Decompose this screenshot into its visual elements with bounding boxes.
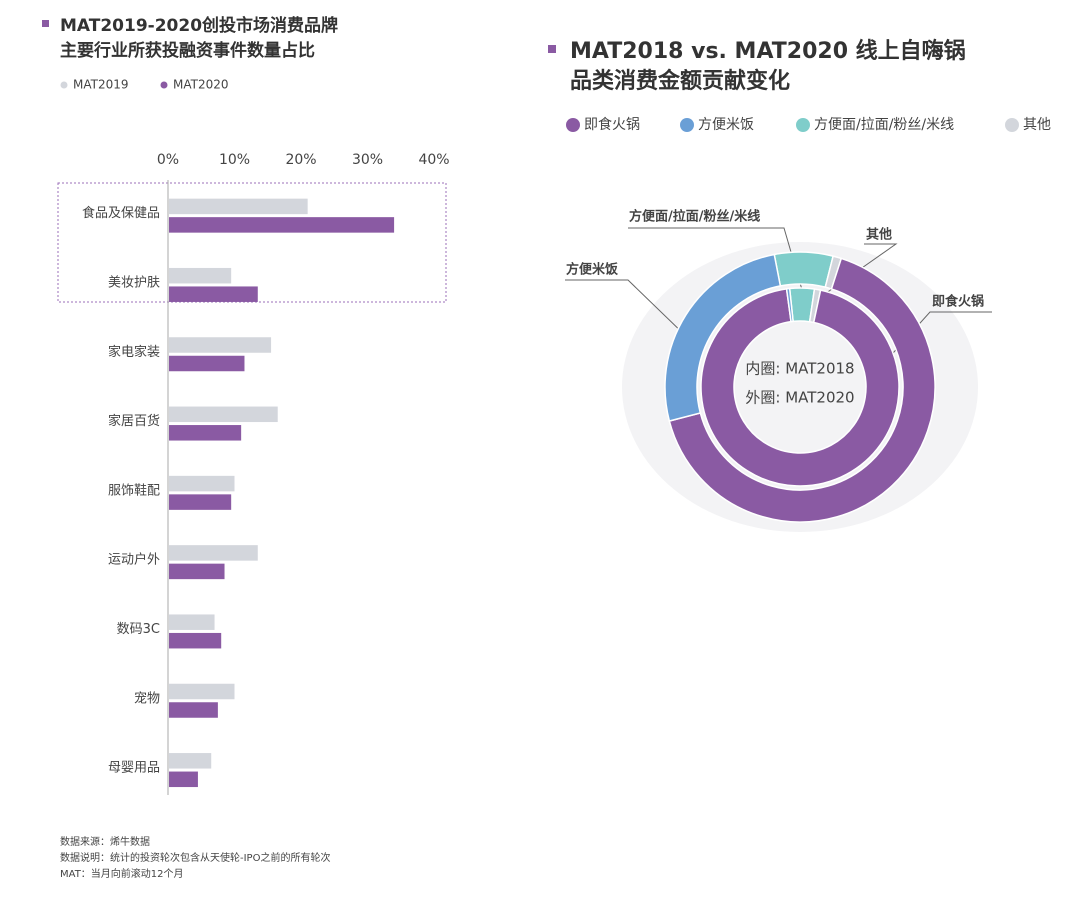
y-tick-label: 数码3C: [117, 622, 160, 637]
bar: [169, 355, 245, 372]
donut-segment: [700, 288, 900, 487]
highlight-box: [57, 182, 447, 303]
bar: [169, 494, 232, 510]
bar: [169, 475, 235, 492]
bar: [169, 198, 308, 215]
callout-label: 其他: [866, 227, 892, 243]
y-tick-label: 食品及保健品: [82, 205, 160, 221]
bar: [169, 683, 235, 700]
chart-title: MAT2018 vs. MAT2020 线上自嗨锅: [570, 38, 966, 64]
chart-title: 主要行业所获投融资事件数量占比: [60, 40, 315, 61]
y-tick-label: 家电家装: [108, 344, 160, 360]
legend-swatch: [160, 81, 168, 89]
bar: [169, 267, 232, 284]
y-tick-label: 美妆护肤: [108, 275, 160, 290]
y-tick-label: 母婴用品: [108, 761, 160, 776]
bar: [169, 771, 198, 788]
legend-label: MAT2020: [173, 78, 229, 92]
x-tick-label: 30%: [352, 152, 383, 168]
donut-segment: [664, 253, 782, 422]
callout-label: 方便米饭: [566, 262, 618, 278]
legend-swatch: [566, 118, 580, 132]
y-tick-label: 宠物: [134, 690, 160, 706]
bar: [169, 425, 242, 441]
bar: [169, 632, 222, 649]
donut-segment: [668, 257, 936, 523]
chart-title: 品类消费金额贡献变化: [570, 68, 790, 94]
ring-label: 外圈: MAT2020: [745, 389, 854, 407]
bar: [169, 217, 395, 233]
callout-label: 即食火锅: [932, 294, 984, 310]
bar: [169, 702, 218, 718]
legend-swatch: [796, 118, 810, 132]
legend-label: 其他: [1023, 117, 1051, 133]
note: 数据说明：统计的投资轮次包含从天使轮-IPO之前的所有轮次: [60, 851, 330, 864]
y-tick-label: 运动户外: [108, 552, 160, 568]
y-tick-label: 家居百货: [108, 413, 160, 429]
donut-segment: [773, 251, 835, 289]
bar: [169, 753, 212, 769]
x-tick-label: 40%: [418, 152, 449, 168]
legend-swatch: [1005, 118, 1019, 132]
x-tick-label: 10%: [219, 152, 250, 168]
x-tick-label: 20%: [285, 152, 316, 168]
legend-label: 即食火锅: [584, 116, 640, 133]
title-marker: [548, 45, 556, 53]
legend-swatch: [60, 81, 68, 89]
bar: [169, 406, 278, 423]
bar: [169, 545, 258, 561]
bar: [169, 614, 215, 630]
legend-swatch: [680, 118, 694, 132]
note: 数据来源：烯牛数据: [60, 835, 150, 848]
legend-label: MAT2019: [73, 78, 129, 92]
legend-label: 方便面/拉面/粉丝/米线: [814, 117, 954, 133]
bar: [169, 563, 225, 580]
legend-label: 方便米饭: [698, 117, 754, 133]
callout-label: 方便面/拉面/粉丝/米线: [629, 209, 760, 225]
donut-segment: [785, 287, 794, 323]
y-tick-label: 服饰鞋配: [108, 482, 160, 498]
x-tick-label: 0%: [157, 152, 179, 168]
bar: [169, 286, 258, 302]
ring-label: 内圈: MAT2018: [745, 360, 854, 378]
chart-title: MAT2019-2020创投市场消费品牌: [60, 15, 338, 36]
note: MAT：当月向前滚动12个月: [60, 867, 184, 880]
bar: [169, 337, 272, 353]
title-marker: [42, 20, 49, 27]
